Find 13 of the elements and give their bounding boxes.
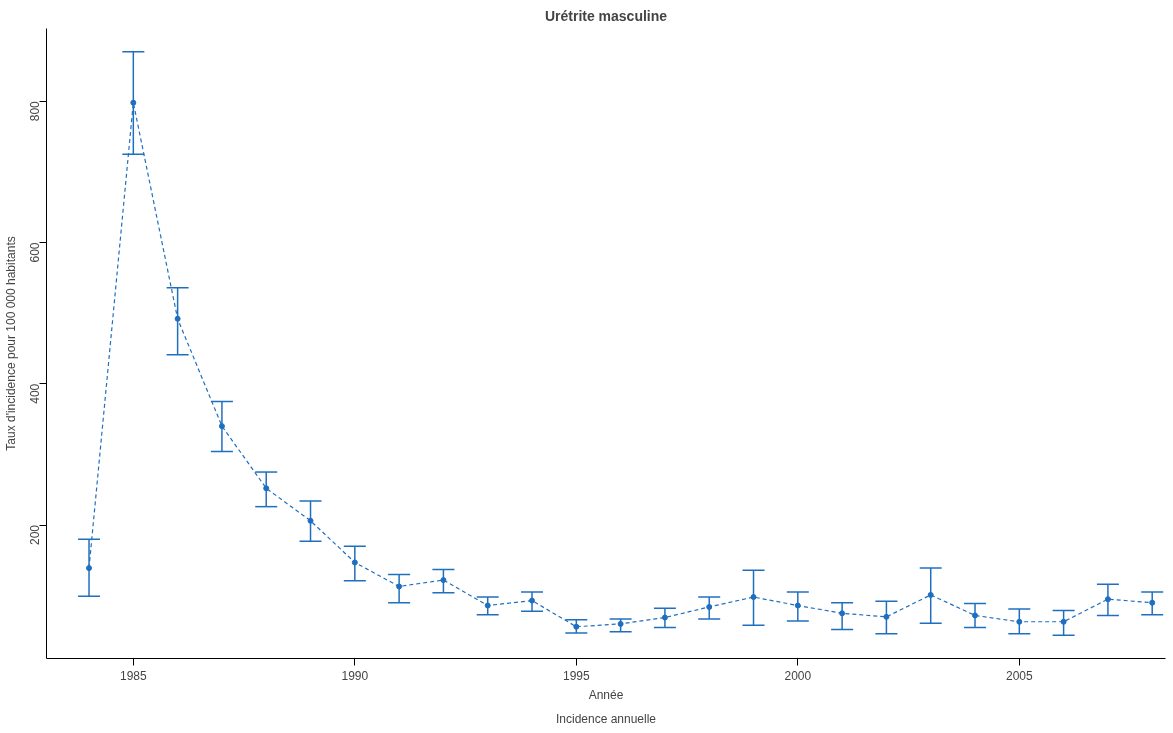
text: Incidence annuelle	[555, 711, 657, 726]
y-axis-title: Taux d'incidence pour 100 000 habitants	[3, 236, 18, 451]
y-tick-label: 200	[28, 524, 42, 546]
x-tick-label: 1985	[119, 668, 147, 683]
x-tick-label: 1995	[562, 668, 590, 683]
x-axis-title: Année	[588, 687, 624, 702]
y-tick-label: 400	[28, 383, 42, 404]
chart-title: Urétrite masculine	[544, 7, 668, 24]
x-tick-label: 2005	[1005, 668, 1033, 683]
x-tick-label: 2000	[784, 668, 812, 683]
y-tick-label: 800	[28, 100, 42, 122]
x-tick-label: 1990	[341, 668, 369, 683]
y-tick-label: 600	[28, 242, 42, 263]
